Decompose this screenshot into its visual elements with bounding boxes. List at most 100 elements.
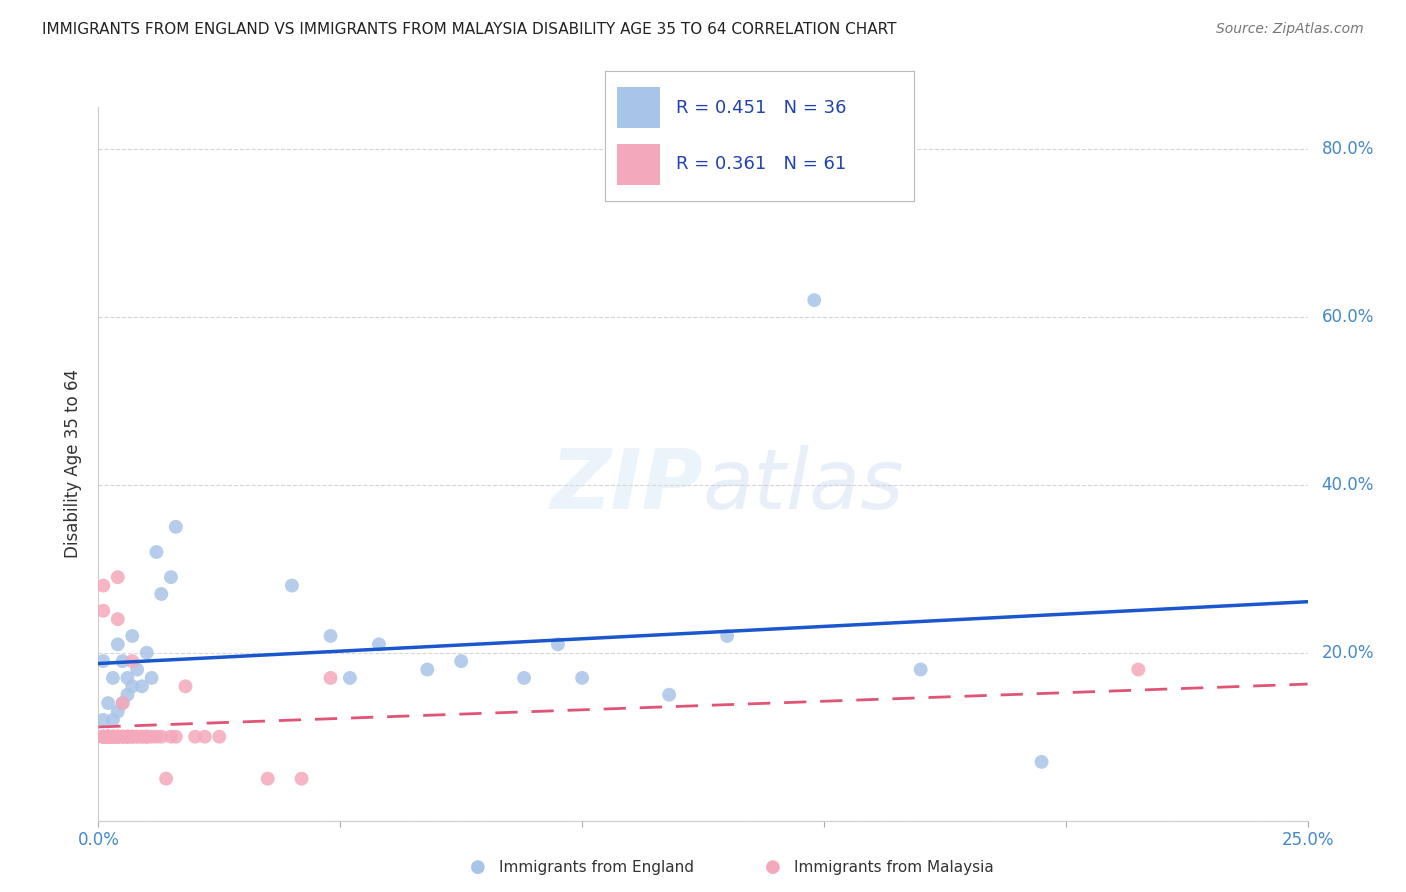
Point	[121, 730, 143, 744]
Point	[91, 730, 114, 744]
Point	[121, 730, 143, 744]
Point	[107, 570, 129, 584]
Point	[450, 654, 472, 668]
Point	[141, 671, 163, 685]
Point	[91, 578, 114, 592]
Point	[101, 730, 124, 744]
Point	[97, 730, 120, 744]
Point	[184, 730, 207, 744]
Point	[101, 730, 124, 744]
Point	[117, 730, 139, 744]
Point	[131, 730, 153, 744]
Point	[101, 671, 124, 685]
Point	[111, 730, 134, 744]
Text: ●: ●	[765, 858, 782, 876]
Point	[135, 730, 157, 744]
Point	[117, 688, 139, 702]
Point	[107, 730, 129, 744]
Point	[339, 671, 361, 685]
Point	[174, 679, 197, 693]
Point	[131, 730, 153, 744]
Point	[97, 730, 120, 744]
Point	[111, 696, 134, 710]
Point	[160, 570, 183, 584]
Point	[107, 637, 129, 651]
Point	[117, 671, 139, 685]
Point	[165, 730, 187, 744]
Point	[121, 654, 143, 668]
Point	[571, 671, 593, 685]
Point	[91, 730, 114, 744]
Point	[1128, 663, 1150, 677]
Point	[101, 730, 124, 744]
Point	[111, 696, 134, 710]
Point	[91, 604, 114, 618]
Text: R = 0.361   N = 61: R = 0.361 N = 61	[676, 155, 846, 173]
Point	[135, 730, 157, 744]
Point	[97, 730, 120, 744]
Point	[290, 772, 312, 786]
Point	[135, 730, 157, 744]
Point	[208, 730, 231, 744]
Point	[101, 730, 124, 744]
Point	[155, 772, 177, 786]
Point	[117, 730, 139, 744]
Point	[513, 671, 536, 685]
Point	[716, 629, 738, 643]
Text: atlas: atlas	[703, 445, 904, 525]
Point	[107, 730, 129, 744]
Point	[127, 730, 149, 744]
Y-axis label: Disability Age 35 to 64: Disability Age 35 to 64	[65, 369, 83, 558]
Point	[127, 663, 149, 677]
Point	[107, 730, 129, 744]
Point	[101, 730, 124, 744]
Text: 40.0%: 40.0%	[1322, 475, 1374, 494]
Point	[91, 730, 114, 744]
Point	[97, 730, 120, 744]
Point	[91, 730, 114, 744]
Point	[319, 671, 342, 685]
Text: ●: ●	[470, 858, 486, 876]
Point	[150, 730, 173, 744]
Point	[368, 637, 391, 651]
Point	[117, 730, 139, 744]
Point	[547, 637, 569, 651]
Point	[160, 730, 183, 744]
Point	[131, 679, 153, 693]
Text: 60.0%: 60.0%	[1322, 308, 1374, 326]
Text: 20.0%: 20.0%	[1322, 644, 1374, 662]
Point	[91, 654, 114, 668]
Point	[97, 730, 120, 744]
Text: ZIP: ZIP	[550, 445, 703, 525]
Point	[97, 696, 120, 710]
Point	[121, 679, 143, 693]
Point	[121, 730, 143, 744]
Point	[145, 730, 167, 744]
Point	[658, 688, 681, 702]
Point	[165, 520, 187, 534]
Point	[97, 730, 120, 744]
Point	[1031, 755, 1053, 769]
Point	[803, 293, 825, 307]
Bar	[617, 144, 661, 186]
Point	[194, 730, 217, 744]
Point	[121, 629, 143, 643]
Point	[111, 730, 134, 744]
Point	[281, 578, 304, 592]
Text: 80.0%: 80.0%	[1322, 140, 1374, 158]
Point	[150, 587, 173, 601]
Text: Immigrants from England: Immigrants from England	[499, 860, 695, 874]
Point	[141, 730, 163, 744]
Point	[91, 730, 114, 744]
Point	[135, 646, 157, 660]
Point	[91, 713, 114, 727]
Point	[101, 713, 124, 727]
Point	[256, 772, 278, 786]
Text: R = 0.451   N = 36: R = 0.451 N = 36	[676, 99, 846, 117]
Point	[117, 730, 139, 744]
Point	[107, 705, 129, 719]
Point	[107, 730, 129, 744]
Point	[319, 629, 342, 643]
Point	[127, 730, 149, 744]
Text: Immigrants from Malaysia: Immigrants from Malaysia	[794, 860, 994, 874]
